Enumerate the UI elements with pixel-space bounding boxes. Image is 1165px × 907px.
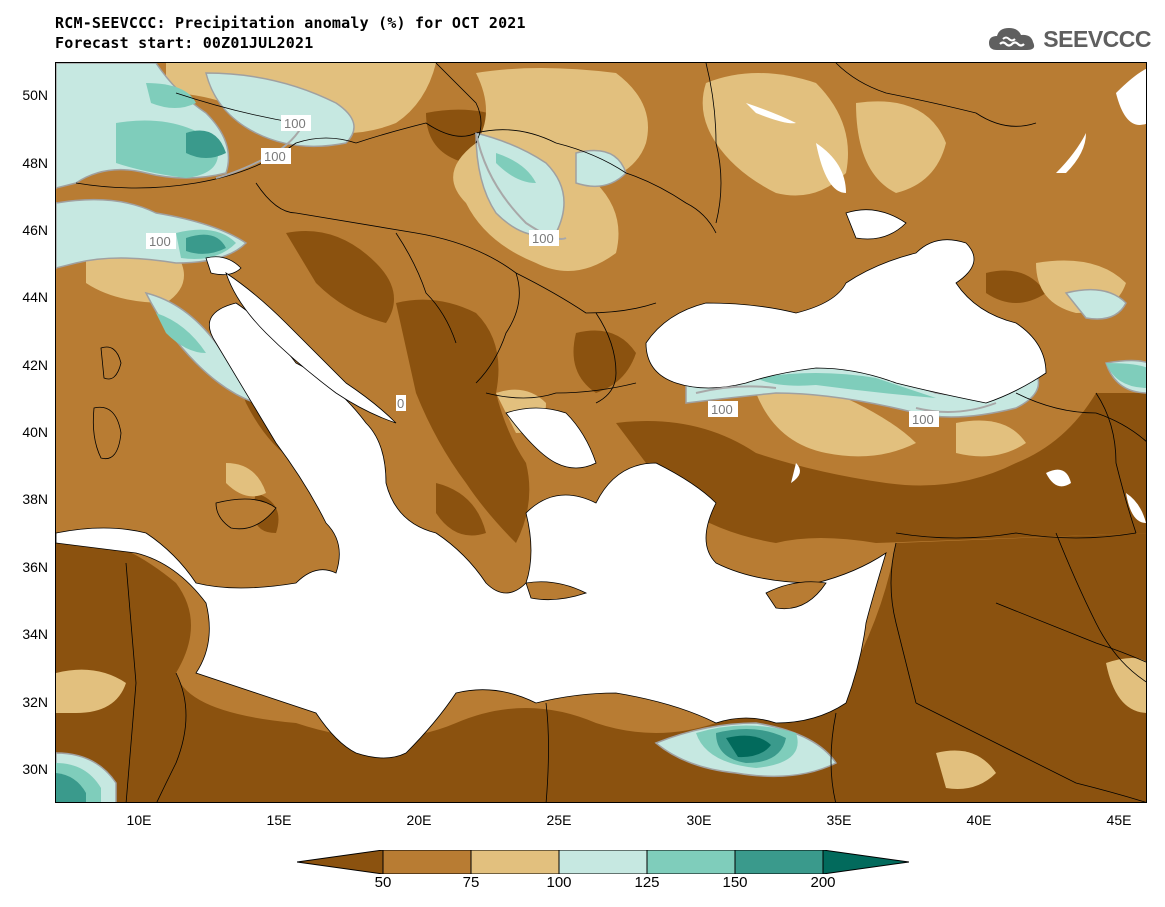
logo-text: SEEVCCC	[1043, 25, 1151, 52]
map-fields: 100 100 100 100 100 100 0	[56, 63, 1146, 802]
lat-tick: 38N	[22, 491, 48, 507]
colorbar-swatch	[734, 849, 824, 875]
colorbar-label: 150	[722, 874, 748, 891]
colorbar-swatches	[296, 849, 910, 875]
contour-label: 100	[284, 116, 306, 131]
lon-tick: 30E	[686, 812, 712, 828]
contour-label: 100	[711, 402, 733, 417]
lat-tick: 30N	[22, 761, 48, 777]
lon-tick: 45E	[1106, 812, 1132, 828]
lat-tick: 48N	[22, 155, 48, 171]
forecast-start: Forecast start: 00Z01JUL2021	[55, 34, 314, 52]
contour-labels: 100 100 100 100 100 100 0	[146, 115, 939, 427]
anomaly-map: 100 100 100 100 100 100 0	[55, 62, 1147, 803]
seevccc-logo: SEEVCCC	[987, 24, 1151, 54]
lat-tick: 36N	[22, 559, 48, 575]
colorbar-swatch	[296, 849, 384, 875]
lat-tick: 34N	[22, 626, 48, 642]
islands	[92, 346, 827, 610]
colorbar-label: 125	[634, 874, 660, 891]
colorbar-swatch	[470, 849, 560, 875]
colorbar-swatch	[646, 849, 736, 875]
colorbar-label: 100	[546, 874, 572, 891]
lat-tick: 42N	[22, 357, 48, 373]
lon-tick: 20E	[406, 812, 432, 828]
contour-label: 100	[149, 234, 171, 249]
colorbar-label: 50	[374, 874, 392, 891]
contour-label: 100	[264, 149, 286, 164]
lat-tick: 40N	[22, 424, 48, 440]
white-patches	[746, 68, 1146, 523]
colorbar-label: 200	[810, 874, 836, 891]
chart-title: RCM-SEEVCCC: Precipitation anomaly (%) f…	[55, 14, 526, 32]
lat-tick: 32N	[22, 694, 48, 710]
lat-tick: 46N	[22, 222, 48, 238]
lon-tick: 40E	[966, 812, 992, 828]
contour-label-partial: 0	[397, 396, 404, 411]
colorbar-label: 75	[462, 874, 480, 891]
lon-tick: 35E	[826, 812, 852, 828]
colorbar	[296, 849, 910, 878]
wet-extreme-regions	[726, 735, 771, 758]
country-borders	[75, 63, 1146, 802]
lon-tick: 25E	[546, 812, 572, 828]
cloud-logo-icon	[989, 28, 1035, 50]
colorbar-swatch	[382, 849, 472, 875]
contour-label: 100	[912, 412, 934, 427]
lon-tick: 10E	[126, 812, 152, 828]
colorbar-swatch	[822, 849, 910, 875]
contour-label: 100	[532, 231, 554, 246]
sea-mask	[56, 209, 1047, 759]
colorbar-swatch	[558, 849, 648, 875]
lat-tick: 50N	[22, 87, 48, 103]
lat-tick: 44N	[22, 289, 48, 305]
lon-tick: 15E	[266, 812, 292, 828]
